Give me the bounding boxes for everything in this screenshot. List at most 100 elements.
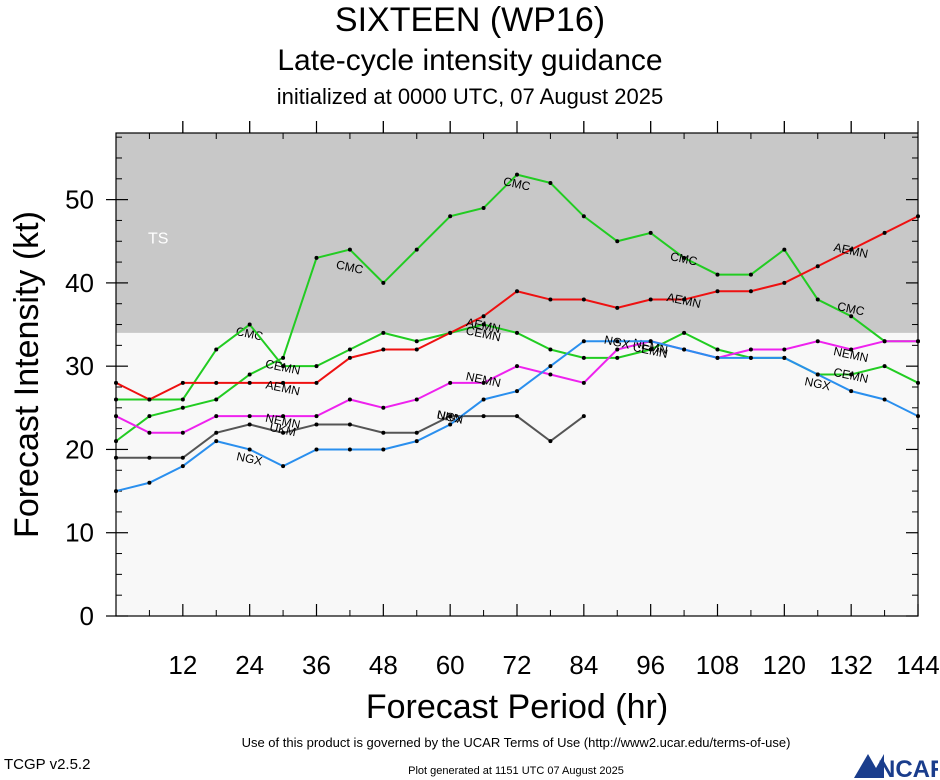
data-point-cmc [448, 214, 453, 219]
y-axis-label: Forecast Intensity (kt) [8, 211, 46, 538]
x-tick-label: 144 [896, 650, 939, 680]
data-point-nemn [782, 347, 787, 352]
data-point-cmc [314, 255, 319, 260]
data-point-aemn [481, 314, 486, 319]
data-point-cemn [515, 330, 519, 335]
ncar-logo: NCAR [854, 754, 938, 780]
data-point-cmc [548, 180, 553, 185]
data-point-nemn [849, 347, 854, 352]
data-point-ngx [682, 347, 687, 352]
data-point-cemn [214, 347, 219, 352]
data-point-cmc [414, 247, 419, 252]
data-point-ukm [314, 422, 319, 427]
data-point-ukm [515, 414, 519, 419]
data-point-cemn [180, 397, 185, 402]
data-point-cemn [247, 322, 252, 327]
data-point-aemn [147, 397, 152, 402]
data-point-ngx [782, 355, 787, 360]
series-label-cmc: CMC [502, 174, 532, 193]
ts-shaded-region [116, 133, 918, 333]
data-point-cemn [481, 322, 486, 327]
series-label-ngx: NGX [803, 374, 831, 393]
data-point-aemn [214, 380, 219, 385]
data-point-nemn [214, 414, 219, 419]
data-point-cmc [281, 355, 286, 360]
data-point-aemn [615, 305, 620, 310]
x-tick-label: 96 [636, 650, 665, 680]
data-point-nemn [615, 347, 620, 352]
data-point-ngx [281, 464, 286, 469]
data-point-nemn [515, 364, 519, 369]
series-label-ngx: NGX [235, 449, 263, 468]
data-point-ngx [214, 439, 219, 444]
data-point-cmc [815, 297, 820, 302]
data-point-ngx [715, 355, 720, 360]
data-point-aemn [715, 289, 720, 294]
data-point-aemn [414, 347, 419, 352]
data-point-ngx [381, 447, 386, 452]
data-point-ngx [347, 447, 352, 452]
data-point-cmc [347, 247, 352, 252]
series-label-ukm: UKM [268, 420, 297, 439]
data-point-ngx [815, 372, 820, 377]
chart-title: SIXTEEN (WP16) [334, 1, 606, 39]
data-point-cmc [715, 272, 720, 277]
data-point-cmc [682, 255, 687, 260]
data-point-ukm [214, 430, 219, 435]
chart-subtitle: Late-cycle intensity guidance [277, 44, 663, 77]
data-point-nemn [347, 397, 352, 402]
data-point-aemn [581, 297, 586, 302]
data-point-nemn [147, 430, 152, 435]
data-point-ngx [481, 397, 486, 402]
data-point-cemn [715, 347, 720, 352]
data-point-aemn [347, 355, 352, 360]
data-point-nemn [281, 414, 286, 419]
x-tick-label: 72 [503, 650, 532, 680]
data-point-ukm [548, 439, 553, 444]
x-axis-label: Forecast Period (hr) [366, 688, 668, 726]
data-point-aemn [782, 280, 787, 285]
data-point-aemn [448, 330, 453, 335]
terms-notice: Use of this product is governed by the U… [241, 735, 791, 750]
data-point-cemn [615, 355, 620, 360]
data-point-cmc [180, 405, 185, 410]
generated-time: Plot generated at 1151 UTC 07 August 202… [408, 765, 624, 777]
series-label-cmc: CMC [669, 249, 699, 268]
data-point-ukm [381, 430, 386, 435]
data-point-aemn [515, 289, 519, 294]
version-label: TCGP v2.5.2 [4, 756, 91, 773]
data-point-ukm [180, 455, 185, 460]
x-tick-label: 24 [235, 650, 264, 680]
series-label-cmc: CMC [836, 299, 866, 318]
series-ngx: NGX NGX NGX NGX [114, 333, 920, 494]
data-point-cmc [782, 247, 787, 252]
data-point-cmc [748, 272, 753, 277]
series-label-cmc: CMC [335, 258, 365, 277]
data-point-cemn [682, 330, 687, 335]
data-point-ukm [247, 422, 252, 427]
data-point-cmc [581, 214, 586, 219]
data-point-ukm [448, 414, 453, 419]
data-point-ukm [281, 430, 286, 435]
y-tick-label: 20 [65, 434, 94, 464]
data-point-ngx [648, 339, 653, 344]
y-tick-label: 50 [65, 185, 94, 215]
data-point-ngx [247, 447, 252, 452]
data-point-nemn [180, 430, 185, 435]
data-point-aemn [281, 380, 286, 385]
data-point-cmc [147, 414, 152, 419]
data-point-ngx [314, 447, 319, 452]
data-point-ngx [448, 422, 453, 427]
data-point-cemn [281, 364, 286, 369]
data-point-cemn [414, 339, 419, 344]
data-point-ngx [515, 389, 519, 394]
plot-frame [115, 132, 919, 617]
data-point-cemn [581, 355, 586, 360]
data-point-ngx [748, 355, 753, 360]
data-point-cemn [314, 364, 319, 369]
series-label-ngx: NGX [603, 333, 631, 352]
data-point-cmc [381, 280, 386, 285]
data-point-cemn [347, 347, 352, 352]
data-point-ngx [414, 439, 419, 444]
y-tick-label: 0 [80, 601, 94, 631]
